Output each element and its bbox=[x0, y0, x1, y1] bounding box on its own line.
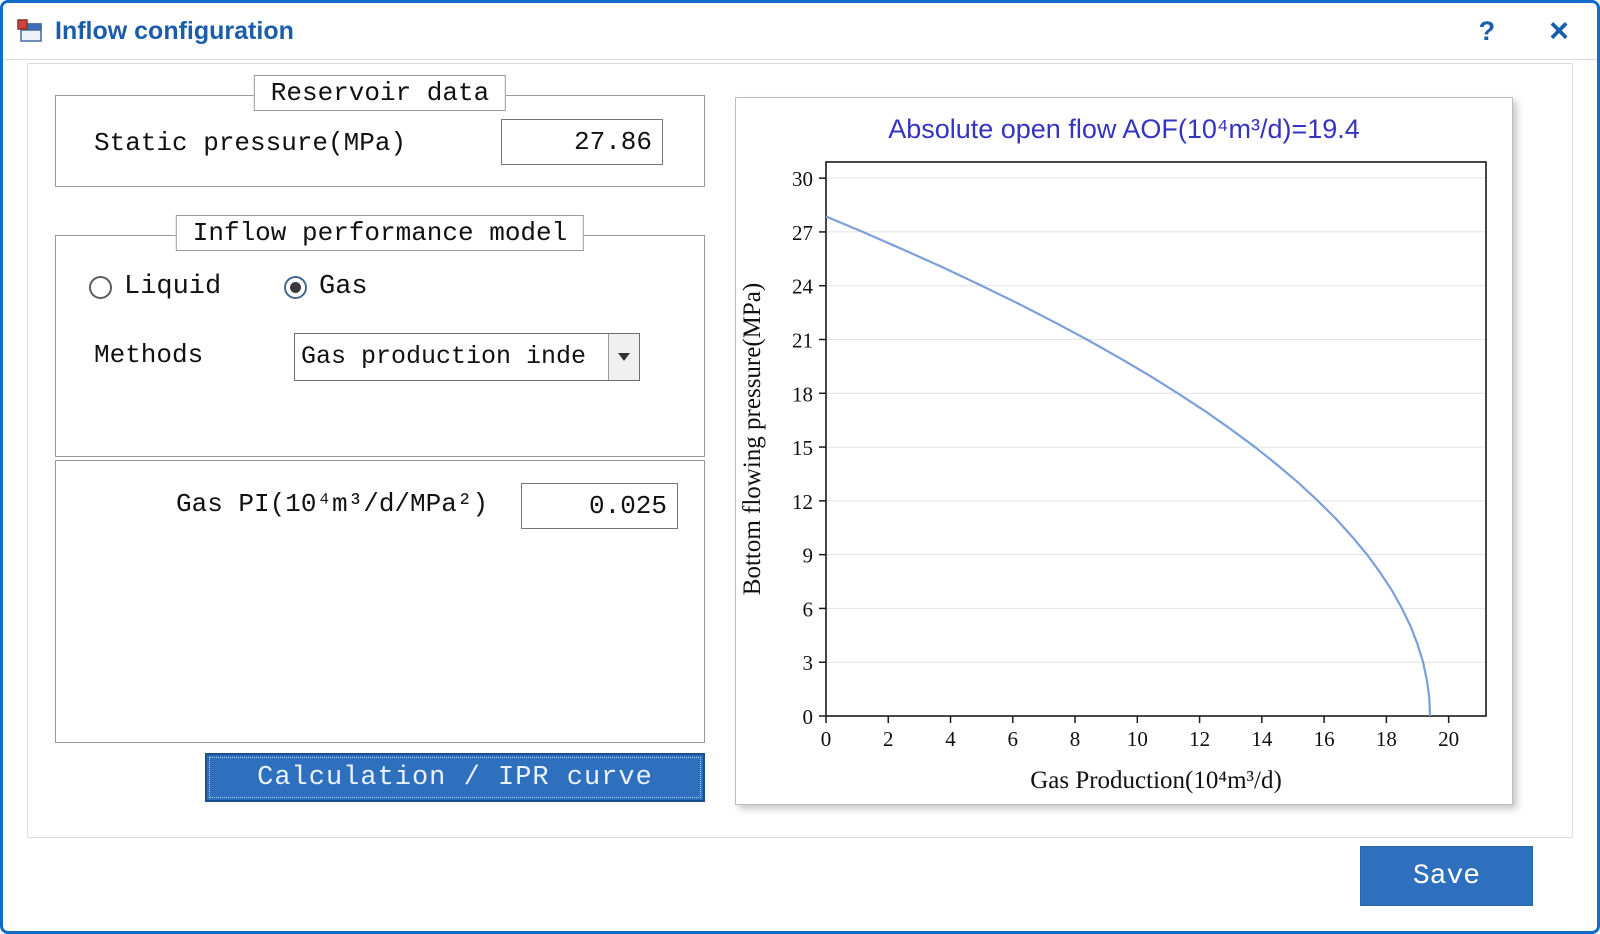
radio-liquid-label: Liquid bbox=[124, 272, 222, 302]
titlebar: Inflow configuration ? × bbox=[3, 3, 1597, 60]
reservoir-data-group: Reservoir data Static pressure(MPa) bbox=[55, 75, 705, 187]
gas-pi-group: Gas PI(10⁴m³/d/MPa²) bbox=[55, 460, 705, 743]
inflow-performance-model-group-title: Inflow performance model bbox=[175, 215, 585, 251]
y-tick-label: 3 bbox=[803, 651, 814, 675]
methods-combobox-value: Gas production inde bbox=[301, 342, 587, 371]
x-tick-label: 14 bbox=[1251, 727, 1273, 751]
y-tick-label: 0 bbox=[803, 705, 814, 729]
gas-pi-label: Gas PI(10⁴m³/d/MPa²) bbox=[176, 489, 489, 519]
radio-gas-circle-icon bbox=[284, 275, 307, 299]
help-button[interactable]: ? bbox=[1478, 15, 1496, 46]
x-tick-label: 18 bbox=[1376, 727, 1397, 751]
x-tick-label: 0 bbox=[821, 727, 832, 751]
y-tick-label: 9 bbox=[803, 544, 814, 568]
chart-plot-border bbox=[825, 161, 1487, 717]
y-tick-label: 15 bbox=[792, 436, 813, 460]
static-pressure-input[interactable] bbox=[501, 119, 663, 165]
content-frame bbox=[27, 63, 1573, 838]
methods-combobox[interactable]: Gas production inde bbox=[294, 333, 640, 381]
x-tick-label: 20 bbox=[1438, 727, 1459, 751]
ipr-curve-line bbox=[825, 215, 1432, 717]
x-tick-label: 12 bbox=[1189, 727, 1210, 751]
x-tick-label: 8 bbox=[1070, 727, 1081, 751]
radio-liquid-circle-icon bbox=[89, 275, 112, 299]
y-tick-label: 21 bbox=[792, 328, 813, 352]
radio-gas[interactable]: Gas bbox=[284, 272, 368, 302]
y-axis-label: Bottom flowing pressure(MPa) bbox=[739, 283, 766, 595]
y-tick-label: 30 bbox=[792, 167, 813, 191]
static-pressure-label: Static pressure(MPa) bbox=[94, 128, 407, 158]
x-tick-label: 6 bbox=[1008, 727, 1019, 751]
window-title: Inflow configuration bbox=[55, 16, 294, 45]
radio-gas-label: Gas bbox=[319, 272, 368, 302]
x-tick-label: 10 bbox=[1127, 727, 1148, 751]
methods-combobox-dropdown-button[interactable] bbox=[608, 334, 639, 380]
y-tick-label: 27 bbox=[792, 221, 813, 245]
radio-liquid[interactable]: Liquid bbox=[89, 272, 221, 302]
methods-label: Methods bbox=[94, 340, 204, 370]
x-tick-label: 2 bbox=[883, 727, 894, 751]
y-tick-label: 12 bbox=[792, 490, 813, 514]
app-icon bbox=[17, 19, 42, 42]
x-axis-label: Gas Production(10⁴m³/d) bbox=[1030, 767, 1282, 794]
x-tick-label: 4 bbox=[945, 727, 956, 751]
y-tick-label: 18 bbox=[792, 382, 813, 406]
save-button[interactable]: Save bbox=[1360, 846, 1533, 906]
y-tick-label: 6 bbox=[803, 597, 814, 621]
close-button[interactable]: × bbox=[1549, 12, 1569, 50]
reservoir-data-group-title: Reservoir data bbox=[253, 75, 507, 111]
y-tick-label: 24 bbox=[792, 275, 814, 299]
inflow-performance-model-group: Inflow performance model Liquid Gas Meth… bbox=[55, 215, 705, 457]
calculation-ipr-curve-button[interactable]: Calculation / IPR curve bbox=[205, 753, 705, 802]
chevron-down-icon bbox=[618, 353, 630, 361]
chart-title: Absolute open flow AOF(10⁴m³/d)=19.4 bbox=[888, 114, 1360, 144]
gas-pi-input[interactable] bbox=[521, 483, 678, 529]
x-tick-label: 16 bbox=[1314, 727, 1335, 751]
